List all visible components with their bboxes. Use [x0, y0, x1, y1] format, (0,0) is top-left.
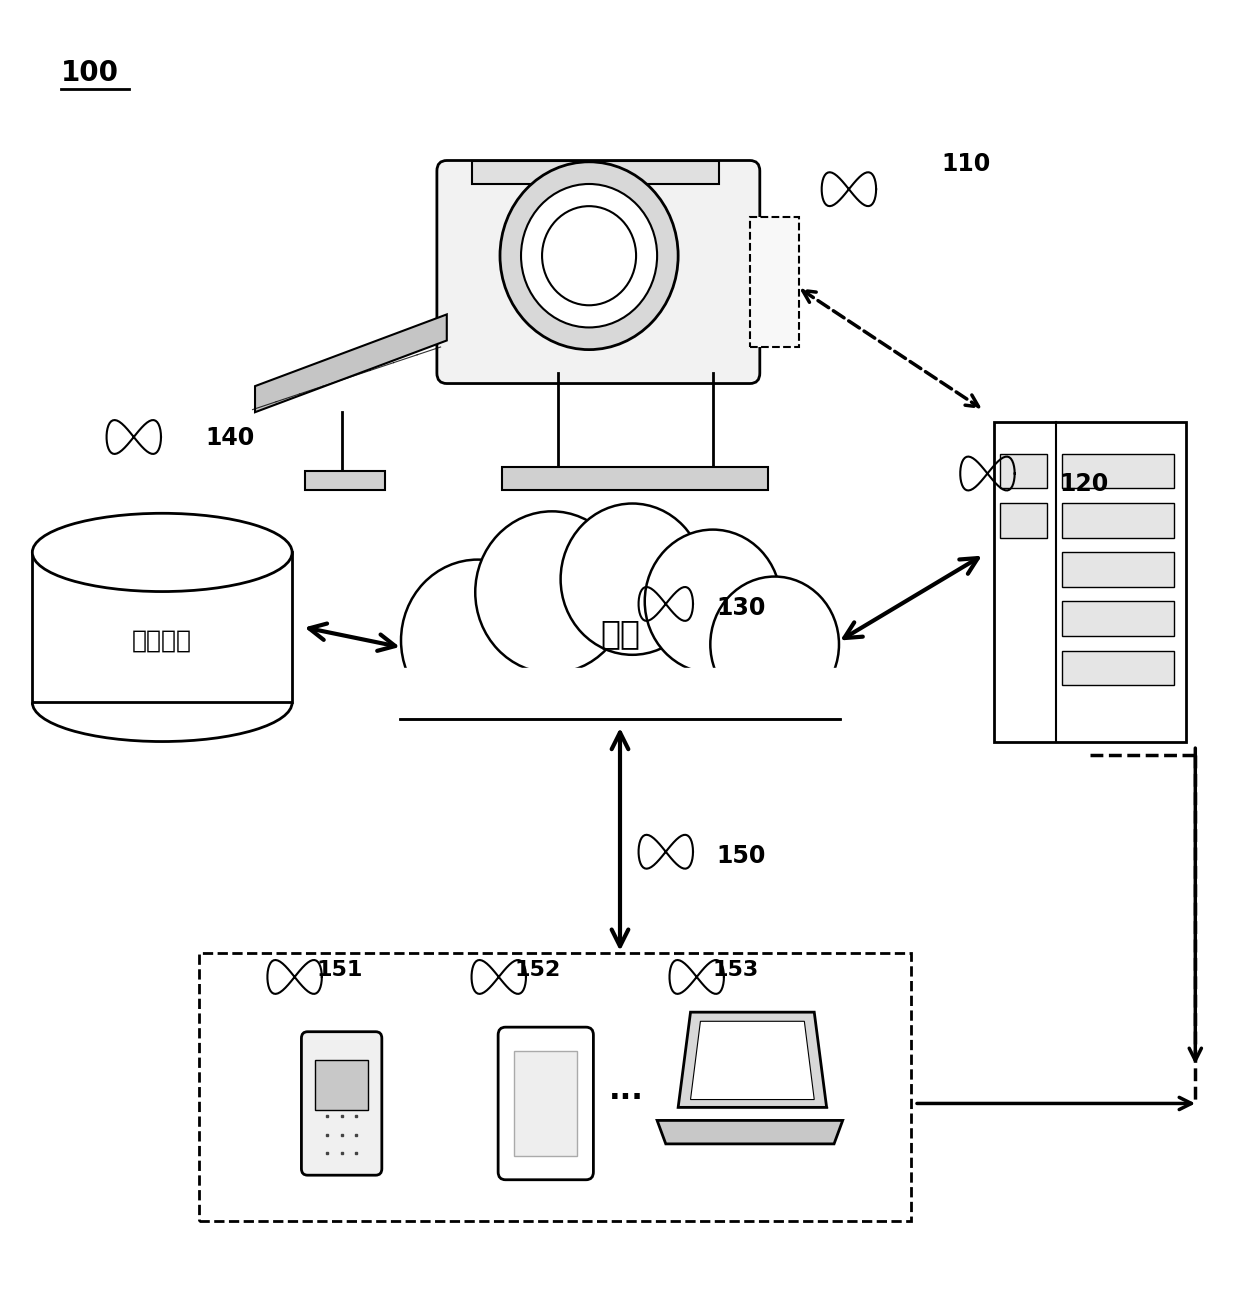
FancyBboxPatch shape: [305, 471, 384, 490]
Polygon shape: [255, 315, 446, 412]
Text: 140: 140: [206, 426, 254, 451]
FancyBboxPatch shape: [498, 1027, 594, 1180]
Text: 153: 153: [713, 959, 759, 979]
FancyBboxPatch shape: [1063, 553, 1173, 587]
Text: 130: 130: [717, 596, 766, 620]
FancyBboxPatch shape: [1063, 454, 1173, 489]
FancyBboxPatch shape: [301, 1031, 382, 1175]
Ellipse shape: [32, 514, 293, 592]
Polygon shape: [678, 1012, 827, 1107]
FancyBboxPatch shape: [750, 217, 800, 346]
FancyBboxPatch shape: [315, 1060, 368, 1110]
Text: 152: 152: [515, 959, 560, 979]
FancyBboxPatch shape: [200, 954, 910, 1221]
Text: 网络: 网络: [600, 617, 640, 651]
FancyBboxPatch shape: [515, 1051, 578, 1157]
Circle shape: [711, 576, 839, 712]
Text: 150: 150: [717, 843, 766, 868]
Text: 存储设备: 存储设备: [133, 629, 192, 652]
FancyBboxPatch shape: [1063, 601, 1173, 635]
Text: 151: 151: [317, 959, 363, 979]
Circle shape: [542, 207, 636, 306]
Text: 100: 100: [61, 59, 119, 88]
FancyBboxPatch shape: [1063, 503, 1173, 537]
Text: 110: 110: [941, 153, 991, 176]
Circle shape: [500, 162, 678, 349]
Circle shape: [475, 511, 629, 673]
FancyBboxPatch shape: [436, 161, 760, 383]
Circle shape: [521, 184, 657, 328]
Polygon shape: [657, 1120, 843, 1144]
Text: 120: 120: [1059, 472, 1109, 495]
FancyBboxPatch shape: [399, 668, 841, 723]
FancyBboxPatch shape: [994, 422, 1185, 741]
Text: ...: ...: [609, 1076, 644, 1104]
FancyBboxPatch shape: [1001, 454, 1048, 489]
Circle shape: [645, 529, 781, 673]
FancyBboxPatch shape: [1063, 651, 1173, 685]
Circle shape: [401, 559, 554, 721]
Polygon shape: [32, 553, 293, 702]
FancyBboxPatch shape: [399, 625, 841, 723]
Circle shape: [560, 503, 704, 655]
FancyBboxPatch shape: [502, 467, 769, 490]
FancyBboxPatch shape: [1001, 503, 1048, 537]
Polygon shape: [691, 1021, 815, 1099]
FancyBboxPatch shape: [471, 161, 719, 184]
